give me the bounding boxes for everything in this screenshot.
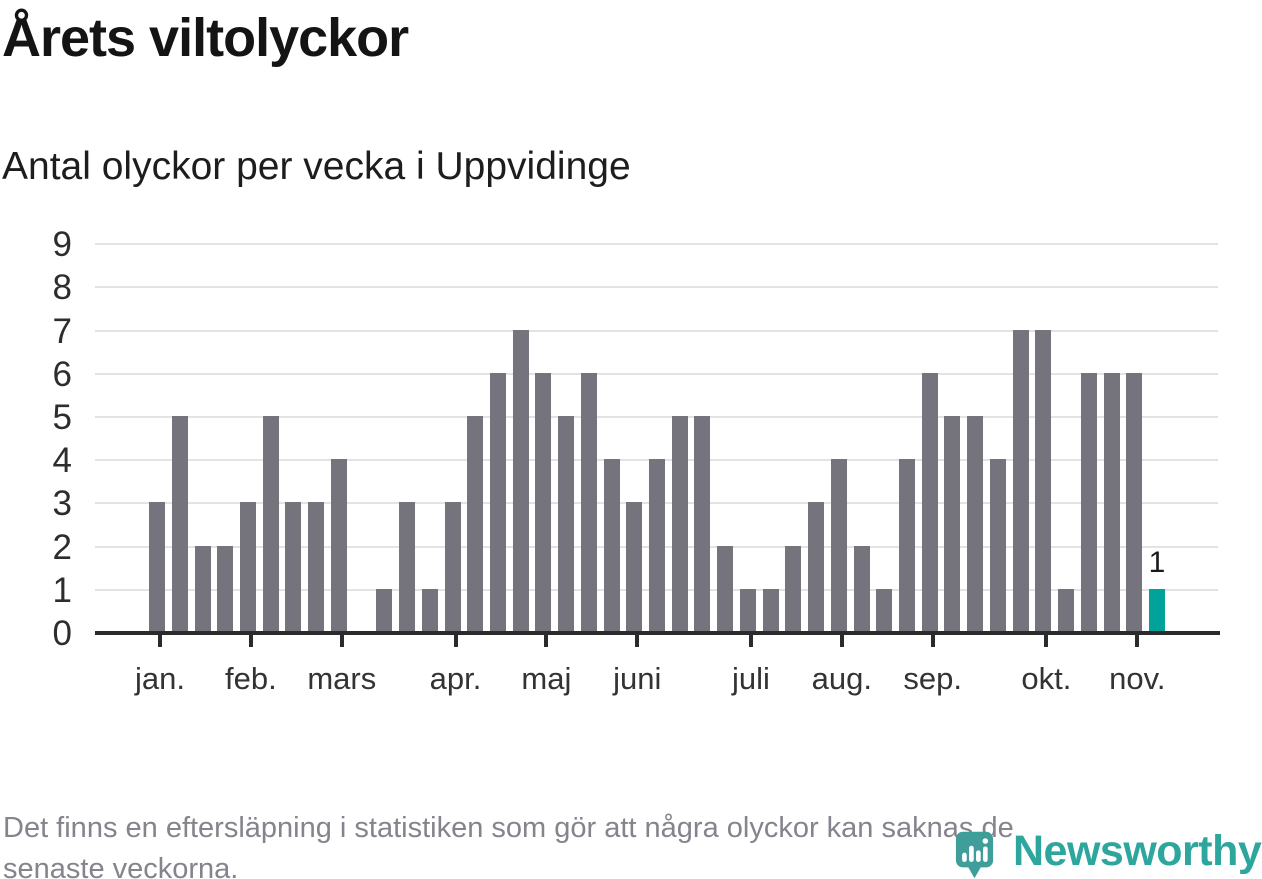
bar-week-29 (785, 545, 802, 632)
month-label-aug: aug. (811, 661, 872, 696)
bar-week-26 (717, 545, 734, 632)
newsworthy-pin-icon (951, 831, 998, 879)
chart-title: Årets viltolyckor (2, 8, 409, 68)
month-label-nov: nov. (1109, 661, 1166, 696)
month-label-sep: sep. (903, 661, 962, 696)
month-label-jan: jan. (135, 661, 185, 696)
y-tick-label-5: 5 (52, 398, 72, 437)
month-label-juli: juli (731, 661, 770, 696)
bar-week-30 (808, 502, 825, 632)
bar-week-32 (853, 545, 870, 632)
bar-week-24 (671, 416, 688, 632)
bar-week-21 (603, 459, 620, 632)
bar-week-8 (308, 502, 325, 632)
month-label-apr: apr. (429, 661, 482, 696)
month-tick-apr (453, 635, 458, 647)
bar-week-13 (421, 588, 438, 632)
month-tick-juni (635, 635, 640, 647)
bar-week-34 (899, 459, 915, 632)
month-tick-feb (248, 635, 253, 647)
bar-week-15 (467, 416, 484, 632)
bar-week-31 (830, 459, 847, 632)
bar-week-12 (399, 502, 415, 632)
month-tick-nov (1135, 635, 1140, 647)
bar-week-38 (989, 459, 1006, 632)
bar-week-6 (262, 416, 279, 632)
highlight-bar (1149, 588, 1165, 632)
y-tick-label-0: 0 (52, 614, 72, 653)
bar-week-4 (217, 545, 234, 632)
footer-note: Det finns en eftersläpning i statistiken… (3, 808, 1253, 879)
bar-week-1 (149, 502, 165, 632)
footer-note-line2: senaste veckorna. (3, 853, 239, 879)
month-tick-maj (544, 635, 549, 647)
y-tick-label-1: 1 (52, 570, 72, 610)
bar-value-label: 1 (1148, 545, 1166, 579)
month-tick-jan (158, 635, 162, 647)
bar-week-18 (535, 372, 552, 632)
gridline-6 (95, 372, 1218, 375)
y-tick-label-7: 7 (52, 311, 72, 351)
y-tick-label-8: 8 (52, 268, 72, 308)
bar-week-7 (285, 502, 302, 632)
newsworthy-logo: Newsworthy (951, 827, 1262, 879)
bar-week-39 (1012, 329, 1029, 632)
bar-week-37 (967, 416, 984, 632)
y-tick-label-6: 6 (52, 354, 72, 394)
bar-week-25 (694, 416, 711, 632)
gridline-9 (95, 243, 1218, 246)
gridline-8 (95, 286, 1218, 289)
bar-week-5 (239, 502, 256, 632)
month-tick-okt (1044, 635, 1049, 647)
newsworthy-wordmark: Newsworthy (1013, 827, 1262, 875)
month-label-maj: maj (521, 661, 572, 696)
month-label-okt: okt. (1021, 661, 1072, 696)
y-tick-label-4: 4 (52, 441, 72, 481)
y-tick-label-9: 9 (52, 225, 72, 265)
month-label-feb: feb. (225, 661, 277, 696)
bar-week-11 (376, 588, 393, 632)
bar-week-43 (1103, 372, 1120, 632)
gridline-7 (95, 329, 1218, 332)
bar-week-23 (649, 459, 665, 632)
month-tick-mars (339, 635, 344, 647)
bar-week-16 (489, 372, 506, 632)
bar-week-9 (330, 459, 347, 632)
y-tick-label-3: 3 (52, 484, 72, 524)
month-tick-aug (839, 635, 844, 647)
gridline-5 (95, 416, 1218, 418)
bar-week-27 (739, 588, 756, 632)
bar-week-3 (194, 545, 211, 632)
bar-week-36 (944, 416, 961, 632)
plot-area: 0 1 2 3 4 5 6 7 8 9 jan. feb. mars apr. maj juni juli aug… (52, 225, 1220, 696)
bar-week-2 (171, 416, 188, 632)
month-label-juni: juni (613, 661, 662, 696)
bar-week-42 (1080, 372, 1097, 632)
month-label-mars: mars (307, 661, 377, 696)
footer-note-line1: Det finns en eftersläpning i statistiken… (3, 812, 1014, 844)
bar-week-35 (921, 372, 938, 632)
month-tick-juli (748, 635, 753, 647)
y-tick-label-2: 2 (52, 527, 72, 567)
bar-week-17 (512, 329, 529, 632)
bar-week-41 (1058, 588, 1075, 632)
bar-week-14 (444, 502, 461, 632)
bar-week-33 (876, 588, 893, 632)
bar-week-28 (762, 588, 779, 632)
bar-week-19 (558, 416, 575, 632)
bar-week-22 (626, 502, 643, 632)
bar-week-44 (1126, 372, 1143, 632)
x-axis-line (95, 631, 1220, 635)
month-tick-sep (930, 635, 935, 647)
chart-subtitle: Antal olyckor per vecka i Uppvidinge (2, 145, 631, 188)
bar-week-20 (580, 372, 597, 632)
bar-week-40 (1035, 329, 1052, 632)
